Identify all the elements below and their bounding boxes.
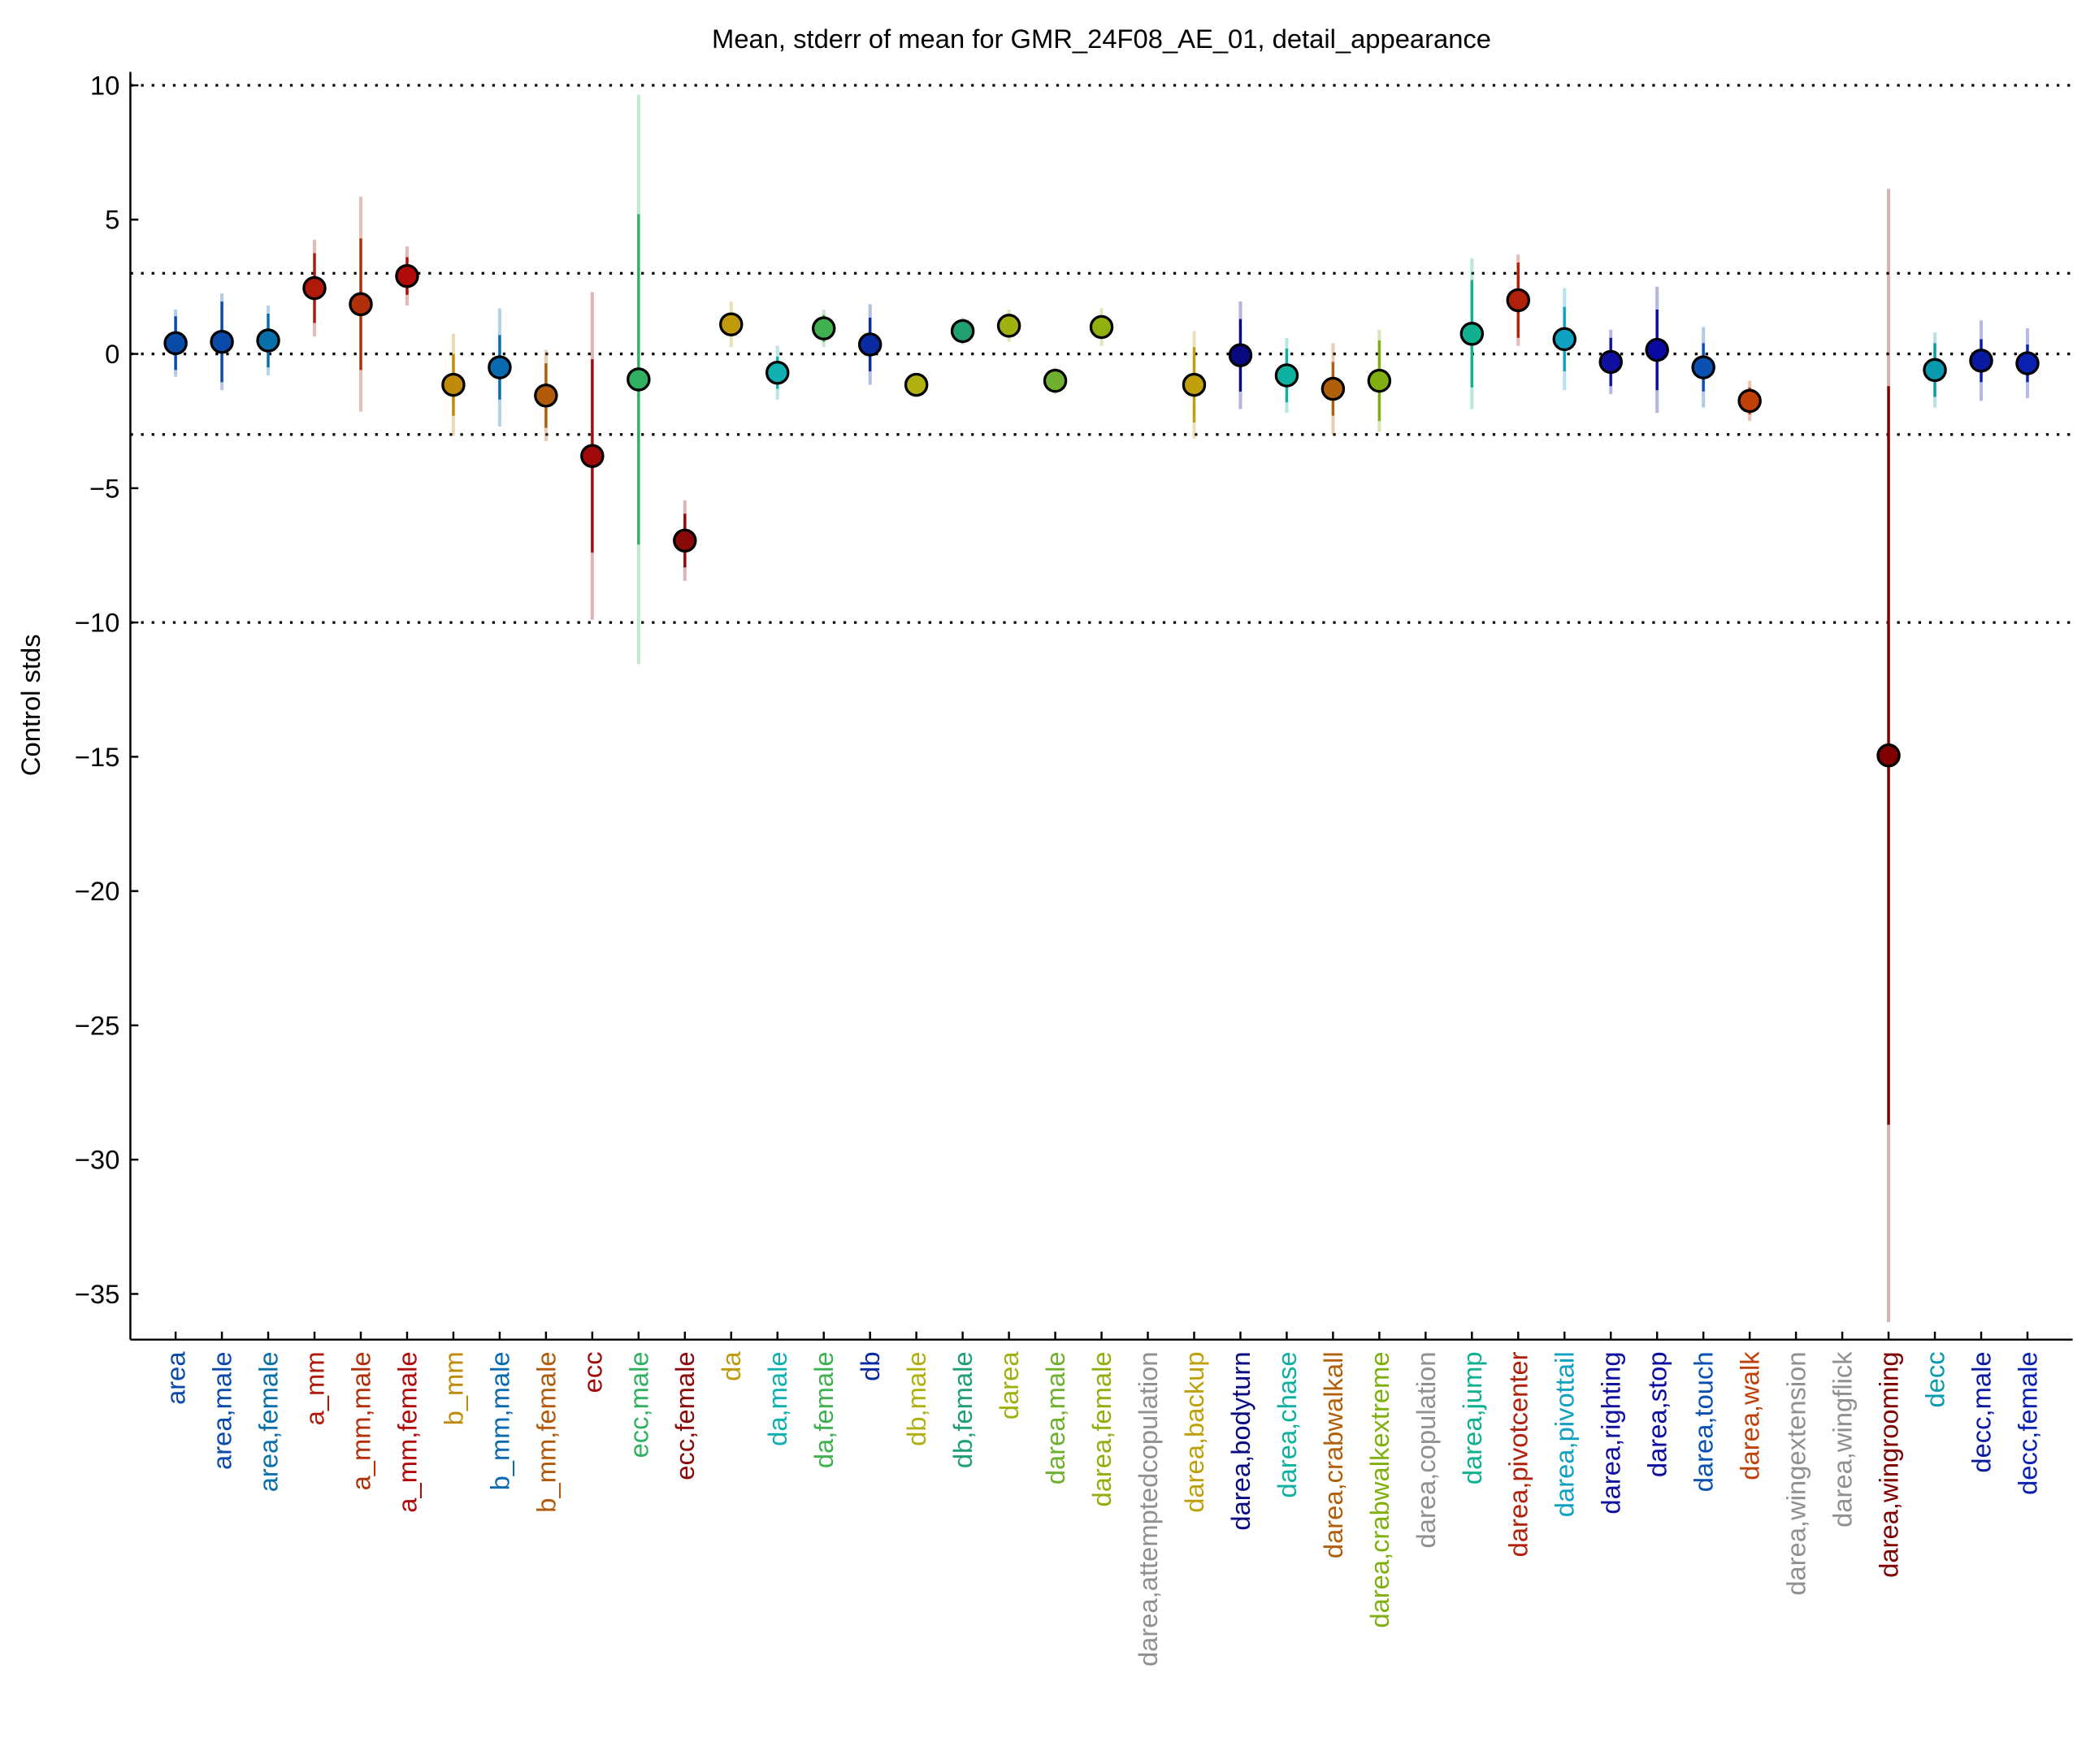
y-tick-label: 5 (105, 205, 119, 235)
mean-marker (1321, 376, 1346, 401)
x-tick-label: db (855, 1351, 885, 1380)
x-tick-label: ecc,female (670, 1351, 700, 1480)
x-tick-label: darea,female (1086, 1351, 1117, 1506)
x-tick-label: b_mm,female (531, 1351, 561, 1512)
mean-marker (210, 329, 234, 354)
mean-marker (1182, 372, 1207, 397)
x-tick-label: darea,pivottail (1550, 1351, 1580, 1517)
mean-marker (1043, 368, 1068, 393)
x-tick-label: db,female (948, 1351, 978, 1468)
mean-marker (2015, 351, 2040, 375)
mean-marker (1598, 349, 1623, 375)
x-tick-label: darea,wingflick (1828, 1351, 1858, 1528)
mean-marker (395, 263, 419, 288)
x-tick-label: area,female (254, 1351, 284, 1492)
x-tick-label: ecc (577, 1351, 607, 1393)
x-tick-label: darea,crabwalkall (1318, 1351, 1348, 1558)
x-tick-label: da,male (762, 1351, 792, 1445)
y-tick-label: −25 (75, 1010, 120, 1040)
mean-marker (256, 328, 280, 353)
mean-marker (302, 275, 327, 301)
x-tick-label: darea,bodyturn (1225, 1351, 1256, 1530)
mean-marker (1367, 368, 1392, 393)
x-tick-label: darea,crabwalkextreme (1364, 1351, 1394, 1627)
y-tick-label: −35 (75, 1279, 120, 1309)
x-tick-label: a_mm,female (392, 1351, 422, 1512)
mean-marker (441, 372, 466, 397)
x-tick-label: darea (994, 1351, 1024, 1420)
x-tick-label: darea,wingrooming (1874, 1351, 1904, 1577)
y-tick-label: −30 (75, 1145, 120, 1175)
mean-marker (349, 292, 373, 317)
mean-marker (719, 312, 744, 336)
mean-marker (1737, 388, 1762, 414)
x-tick-label: darea,backup (1179, 1351, 1209, 1512)
y-tick-label: −5 (89, 473, 119, 503)
x-tick-label: a_mm,male (345, 1351, 375, 1490)
x-tick-label: darea,jump (1457, 1351, 1487, 1484)
y-tick-label: 0 (105, 339, 119, 369)
mean-marker (904, 372, 929, 397)
x-tick-label: area (161, 1351, 191, 1405)
y-tick-label: −20 (75, 876, 120, 906)
x-tick-label: darea,attemptedcopulation (1133, 1351, 1163, 1666)
mean-marker (488, 355, 512, 379)
x-tick-label: da,female (809, 1351, 839, 1468)
x-tick-label: a_mm (299, 1351, 329, 1425)
mean-marker (950, 319, 975, 344)
mean-marker (163, 331, 188, 356)
y-tick-label: 10 (90, 70, 119, 100)
mean-marker (534, 384, 558, 408)
x-tick-label: darea,copulation (1411, 1351, 1441, 1548)
x-tick-label: da (716, 1351, 746, 1381)
x-tick-label: db,male (901, 1351, 931, 1445)
mean-marker (1228, 343, 1253, 367)
y-tick-label: −10 (75, 608, 120, 638)
mean-marker (1089, 314, 1114, 340)
x-tick-label: decc,male (1966, 1351, 1996, 1472)
mean-marker (1645, 337, 1669, 362)
mean-marker (1274, 363, 1299, 388)
mean-marker (1876, 743, 1901, 768)
x-tick-label: b_mm,male (484, 1351, 514, 1490)
mean-marker (673, 528, 697, 553)
mean-marker (627, 367, 651, 392)
x-tick-label: ecc,male (623, 1351, 653, 1458)
mean-marker (1923, 358, 1947, 383)
x-tick-label: darea,walk (1735, 1351, 1765, 1480)
y-axis-label: Control stds (15, 634, 46, 776)
mean-marker (580, 444, 605, 468)
x-tick-label: darea,wingextension (1781, 1351, 1811, 1595)
x-tick-label: area,male (207, 1351, 237, 1470)
mean-marker (857, 332, 883, 357)
x-tick-label: darea,pivotcenter (1503, 1351, 1533, 1557)
x-tick-label: darea,male (1040, 1351, 1070, 1484)
mean-marker (1506, 288, 1531, 313)
x-tick-label: darea,touch (1689, 1351, 1719, 1492)
mean-marker (1459, 322, 1485, 346)
mean-marker (1969, 349, 1993, 373)
x-tick-label: darea,righting (1596, 1351, 1626, 1514)
mean-marker (1552, 327, 1576, 352)
mean-marker (1691, 355, 1715, 379)
x-tick-label: darea,chase (1272, 1351, 1302, 1497)
mean-marker (811, 316, 836, 340)
mean-marker (765, 360, 790, 385)
x-tick-label: darea,stop (1642, 1351, 1672, 1477)
mean-marker (996, 314, 1021, 338)
chart-title: Mean, stderr of mean for GMR_24F08_AE_01… (712, 24, 1491, 54)
x-tick-label: b_mm (438, 1351, 468, 1425)
y-tick-label: −15 (75, 742, 120, 772)
x-tick-label: decc (1919, 1351, 1949, 1407)
x-tick-label: decc,female (2012, 1351, 2042, 1494)
